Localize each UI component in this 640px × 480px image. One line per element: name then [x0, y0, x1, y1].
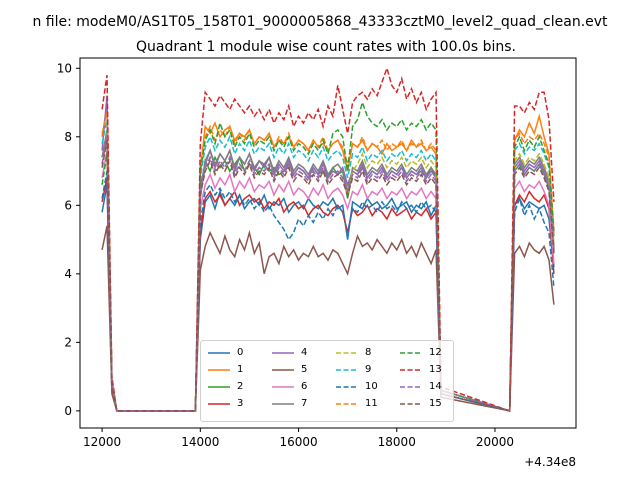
legend-item-4: 4: [271, 346, 331, 360]
legend-swatch: [272, 369, 294, 371]
y-tick-label: 8: [64, 130, 72, 144]
y-axis: 0 2 4 6 8 10: [57, 61, 80, 418]
legend-item-1: 1: [207, 363, 267, 377]
legend-item-15: 15: [399, 397, 459, 411]
x-tick-label: 20000: [476, 435, 514, 449]
legend-label: 11: [365, 398, 378, 409]
legend-swatch: [400, 386, 422, 388]
legend-swatch: [336, 386, 358, 388]
legend-swatch: [272, 352, 294, 354]
legend-label: 8: [365, 347, 372, 358]
legend-label: 2: [237, 381, 244, 392]
legend-swatch: [400, 403, 422, 405]
legend-item-11: 11: [335, 397, 395, 411]
y-tick-label: 0: [64, 404, 72, 418]
x-tick-label: 16000: [279, 435, 317, 449]
legend-label: 0: [237, 347, 244, 358]
y-tick-label: 6: [64, 198, 72, 212]
legend-item-10: 10: [335, 380, 395, 394]
legend-swatch: [208, 403, 230, 405]
legend-label: 1: [237, 364, 244, 375]
legend-swatch: [400, 369, 422, 371]
y-tick-label: 4: [64, 267, 72, 281]
axes-frame: [79, 57, 577, 429]
legend-item-13: 13: [399, 363, 459, 377]
legend-item-3: 3: [207, 397, 267, 411]
series-layer: [101, 65, 555, 412]
legend-item-12: 12: [399, 346, 459, 360]
series-line-12: [101, 100, 555, 412]
series-line-13: [101, 65, 555, 412]
x-tick-label: 12000: [83, 435, 121, 449]
legend-item-14: 14: [399, 380, 459, 394]
legend-item-6: 6: [271, 380, 331, 394]
legend-label: 12: [429, 347, 442, 358]
legend-swatch: [208, 386, 230, 388]
legend-label: 14: [429, 381, 442, 392]
legend-swatch: [208, 369, 230, 371]
series-line-15: [101, 140, 555, 412]
y-tick-label: 2: [64, 335, 72, 349]
legend-label: 3: [237, 398, 244, 409]
legend-label: 7: [301, 398, 308, 409]
legend-label: 13: [429, 364, 442, 375]
legend: 0 1 2 3 4 5 6 7 8 9 10 11 12 13 14 15: [200, 340, 454, 422]
legend-item-7: 7: [271, 397, 331, 411]
x-axis: 12000 14000 16000 18000 20000: [83, 428, 514, 449]
legend-item-8: 8: [335, 346, 395, 360]
x-tick-label: 18000: [378, 435, 416, 449]
figure-suptitle: n file: modeM0/AS1T05_158T01_9000005868_…: [32, 14, 608, 30]
legend-item-9: 9: [335, 363, 395, 377]
legend-swatch: [272, 403, 294, 405]
series-line-5: [101, 225, 555, 412]
legend-label: 15: [429, 398, 442, 409]
chart-title: Quadrant 1 module wise count rates with …: [136, 39, 516, 55]
legend-item-5: 5: [271, 363, 331, 377]
legend-swatch: [336, 352, 358, 354]
y-tick-label: 10: [57, 61, 72, 75]
legend-label: 9: [365, 364, 372, 375]
x-tick-label: 14000: [181, 435, 219, 449]
legend-swatch: [400, 352, 422, 354]
legend-swatch: [336, 403, 358, 405]
legend-label: 5: [301, 364, 308, 375]
legend-label: 6: [301, 381, 308, 392]
legend-label: 10: [365, 381, 378, 392]
legend-swatch: [208, 352, 230, 354]
x-offset-label: +4.34e8: [524, 455, 576, 469]
legend-swatch: [336, 369, 358, 371]
legend-swatch: [272, 386, 294, 388]
legend-item-0: 0: [207, 346, 267, 360]
legend-label: 4: [301, 347, 308, 358]
legend-item-2: 2: [207, 380, 267, 394]
